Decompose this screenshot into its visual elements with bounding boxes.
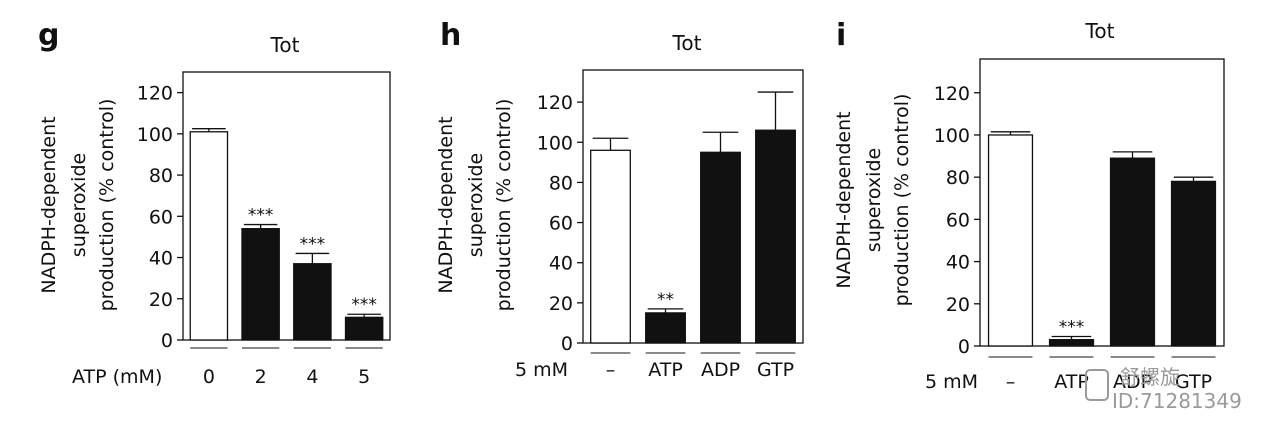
watermark-name: 舒螺旋 (1120, 365, 1180, 389)
x-tick-label: ADP (1113, 371, 1152, 393)
x-axis-label: 5 mM (925, 371, 978, 393)
watermark-icon (1085, 369, 1109, 401)
panel-letter: g (38, 18, 59, 53)
significance-label: *** (351, 295, 377, 315)
y-tick-label: 40 (549, 253, 573, 275)
y-axis-label-line: superoxide (465, 153, 487, 257)
panel-i: i Tot NADPH-dependent superoxide production … (833, 18, 1225, 393)
y-tick-label: 80 (149, 165, 173, 187)
bar (645, 312, 686, 344)
x-tick-label: – (606, 359, 616, 381)
x-tick-label: 4 (306, 366, 318, 388)
y-axis-label-line: NADPH-dependent (833, 111, 855, 288)
x-tick-label: GTP (1175, 371, 1212, 393)
y-tick-label: 20 (946, 294, 970, 316)
x-tick-label: 2 (255, 366, 267, 388)
y-axis-label-line: production (% control) (96, 99, 118, 312)
panel-letter: h (440, 18, 461, 53)
bar (700, 151, 741, 344)
bar (987, 134, 1034, 347)
y-axis-label-line: NADPH-dependent (435, 116, 457, 293)
y-tick-label: 100 (934, 125, 970, 147)
panel-h: h Tot NADPH-dependent superoxide production … (435, 18, 804, 381)
x-tick-label: 5 (358, 366, 370, 388)
y-tick-label: 20 (549, 293, 573, 315)
x-tick-label: GTP (757, 359, 794, 381)
bar (241, 228, 280, 341)
x-axis-label: 5 mM (515, 359, 568, 381)
y-tick-label: 120 (934, 83, 970, 105)
y-axis-label-line: production (% control) (891, 94, 913, 307)
y-tick-label: 20 (149, 289, 173, 311)
x-tick-label: ATP (1054, 371, 1089, 393)
chart-title: Tot (270, 33, 300, 57)
y-tick-label: 80 (549, 172, 573, 194)
significance-label: *** (1059, 318, 1085, 338)
significance-label: ** (657, 290, 674, 310)
y-tick-label: 120 (137, 83, 173, 105)
significance-label: *** (300, 234, 326, 254)
panel-g: g Tot NADPH-dependent superoxide production … (38, 18, 391, 388)
y-tick-label: 80 (946, 167, 970, 189)
y-tick-label: 0 (561, 333, 573, 355)
y-tick-label: 0 (161, 330, 173, 352)
bar (590, 149, 631, 344)
plot-frame (182, 71, 391, 341)
bar (293, 263, 332, 341)
y-tick-label: 120 (537, 92, 573, 114)
y-tick-label: 40 (149, 248, 173, 270)
y-tick-label: 60 (946, 209, 970, 231)
y-axis-label-line: production (% control) (493, 99, 515, 312)
y-tick-label: 60 (149, 206, 173, 228)
y-tick-label: 0 (958, 336, 970, 358)
plot-frame (582, 69, 804, 344)
bar (755, 129, 796, 344)
x-tick-label: – (1006, 371, 1016, 393)
x-axis-label: ATP (mM) (72, 366, 162, 388)
y-axis-label-line: NADPH-dependent (38, 116, 60, 293)
x-tick-label: ADP (701, 359, 740, 381)
y-axis-label-line: superoxide (863, 148, 885, 252)
x-tick-label: 0 (203, 366, 215, 388)
watermark-id: ID:71281349 (1112, 389, 1242, 413)
x-tick-label: ATP (648, 359, 683, 381)
y-tick-label: 60 (549, 213, 573, 235)
bar (189, 131, 229, 341)
y-tick-label: 100 (537, 132, 573, 154)
panel-letter: i (836, 18, 846, 53)
y-axis-label-line: superoxide (68, 153, 90, 257)
chart-title: Tot (672, 31, 702, 55)
plot-frame (979, 58, 1225, 347)
bar (1109, 157, 1156, 347)
y-tick-label: 40 (946, 252, 970, 274)
bar (344, 316, 384, 341)
chart-title: Tot (1085, 19, 1115, 43)
bar (1048, 339, 1095, 347)
bar (1170, 180, 1217, 347)
significance-label: *** (248, 206, 274, 226)
y-tick-label: 100 (137, 124, 173, 146)
